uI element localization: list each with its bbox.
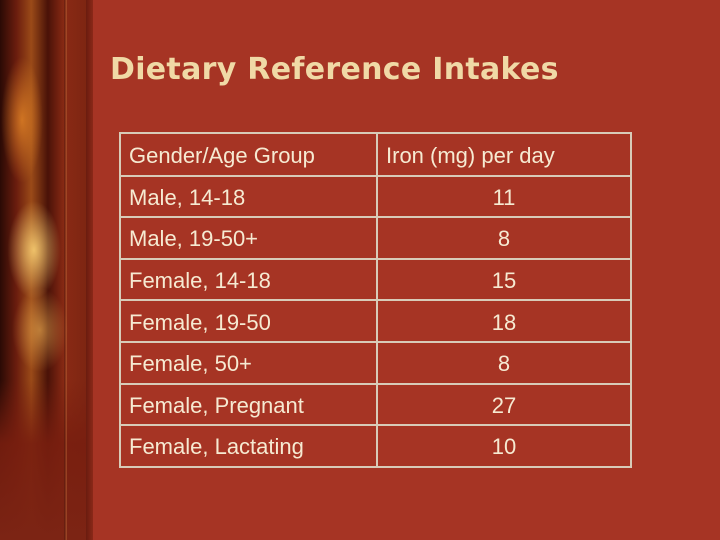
slide-title: Dietary Reference Intakes: [110, 52, 559, 87]
cell-iron: 18: [376, 299, 632, 343]
table-row: Female, 14-18 15: [119, 257, 632, 302]
cell-iron: 8: [376, 216, 632, 260]
header-gender-age-group: Gender/Age Group: [119, 132, 378, 177]
cell-iron: 8: [376, 340, 632, 385]
table-row: Female, Lactating 10: [119, 424, 632, 468]
table-header-row: Gender/Age Group Iron (mg) per day: [119, 132, 632, 177]
decorative-line: [64, 0, 67, 540]
cell-group: Female, Lactating: [119, 424, 378, 468]
cell-iron: 27: [376, 382, 632, 427]
cell-iron: 10: [376, 424, 632, 468]
cell-group: Female, 14-18: [119, 257, 378, 302]
cell-group: Female, 50+: [119, 340, 378, 385]
table-row: Female, 50+ 8: [119, 340, 632, 385]
table-row: Male, 19-50+ 8: [119, 216, 632, 260]
cell-group: Female, 19-50: [119, 299, 378, 343]
table-row: Female, Pregnant 27: [119, 382, 632, 427]
table-row: Female, 19-50 18: [119, 299, 632, 343]
decorative-photo-strip: [0, 0, 92, 540]
cell-iron: 11: [376, 174, 632, 219]
cell-iron: 15: [376, 257, 632, 302]
decorative-edge: [86, 0, 93, 540]
cell-group: Female, Pregnant: [119, 382, 378, 427]
table-row: Male, 14-18 11: [119, 174, 632, 219]
cell-group: Male, 14-18: [119, 174, 378, 219]
cell-group: Male, 19-50+: [119, 216, 378, 260]
iron-intake-table: Gender/Age Group Iron (mg) per day Male,…: [119, 132, 632, 468]
header-iron-per-day: Iron (mg) per day: [376, 132, 632, 177]
